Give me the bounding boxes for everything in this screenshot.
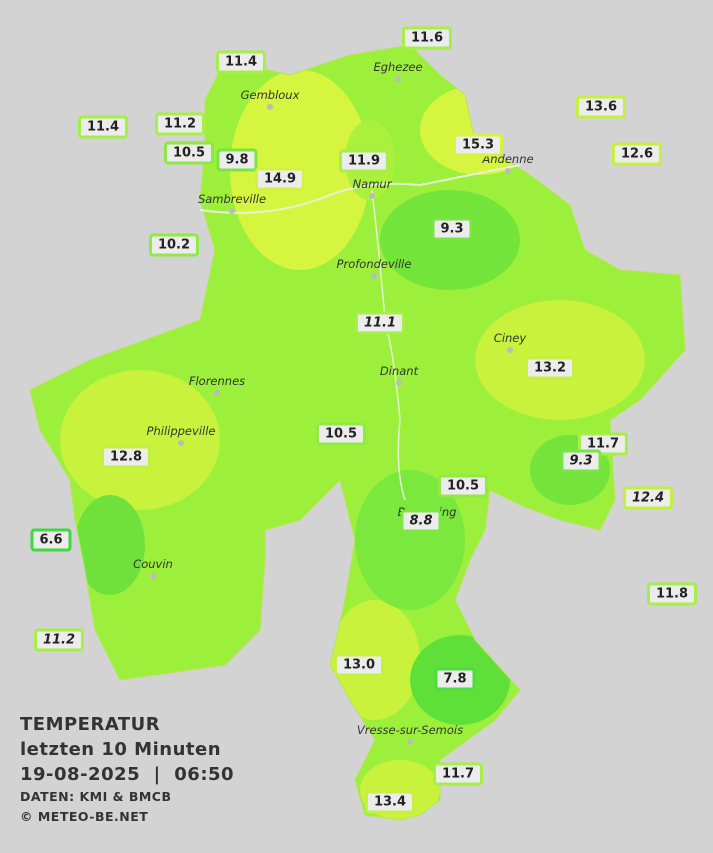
city-dot [229,208,235,214]
city-dot [396,380,402,386]
city-label: Namur [352,177,392,191]
legend-title: TEMPERATUR [20,714,161,735]
station-temperature: 11.6 [401,26,453,50]
station-temperature: 13.6 [575,95,627,119]
river [199,164,521,214]
legend: TEMPERATUR letzten 10 Minuten 19-08-2025… [20,712,234,827]
station-temperature: 14.9 [254,167,306,191]
station-temperature: 10.5 [315,422,367,446]
city-label: Florennes [188,374,246,388]
station-temperature: 13.4 [364,790,416,814]
station-temperature: 11.2 [33,628,85,652]
station-temperature: 11.7 [432,762,484,786]
city-dot [371,273,377,279]
legend-datetime: 19-08-2025 | 06:50 [20,764,235,785]
city-label: Sambreville [197,192,267,206]
city-dot [369,193,375,199]
legend-source: DATEN: KMI & BMCB [20,789,172,804]
station-temperature: 11.4 [77,115,129,139]
station-temperature: 10.5 [163,141,215,165]
station-temperature: 12.6 [611,142,663,166]
station-temperature: 6.6 [30,528,72,552]
legend-period: letzten 10 Minuten [20,739,222,760]
station-temperature: 11.2 [154,112,206,136]
city-label: Vresse-sur-Semois [356,723,464,737]
station-temperature: 11.1 [354,311,406,335]
station-temperature: 11.4 [215,50,267,74]
city-label: Gembloux [240,88,300,102]
city-label: Philippeville [146,424,216,438]
river [371,189,406,501]
city-dot [178,440,184,446]
city-label: Profondeville [336,257,412,271]
legend-copyright: © METEO-BE.NET [20,809,149,824]
city-dot [505,168,511,174]
city-dot [395,76,401,82]
city-label: Dinant [379,364,419,378]
station-temperature: 11.8 [646,582,698,606]
station-temperature: 13.2 [524,356,576,380]
station-temperature: 12.8 [100,445,152,469]
city-label: Eghezee [373,60,423,74]
station-temperature: 9.3 [431,217,473,241]
city-dot [267,104,273,110]
city-dot [407,739,413,745]
city-label: Ciney [493,331,527,345]
station-temperature: 13.0 [333,653,385,677]
station-temperature: 9.3 [560,449,602,473]
station-temperature: 8.8 [400,509,442,533]
city-label: Couvin [133,557,173,571]
city-dot [150,573,156,579]
city-dot [214,390,220,396]
station-temperature: 9.8 [216,148,258,172]
station-temperature: 7.8 [434,667,476,691]
station-temperature: 10.5 [437,474,489,498]
station-temperature: 11.9 [338,149,390,173]
station-temperature: 10.2 [148,233,200,257]
city-dot [507,347,513,353]
station-temperature: 12.4 [622,486,674,510]
station-temperature: 15.3 [452,133,504,157]
